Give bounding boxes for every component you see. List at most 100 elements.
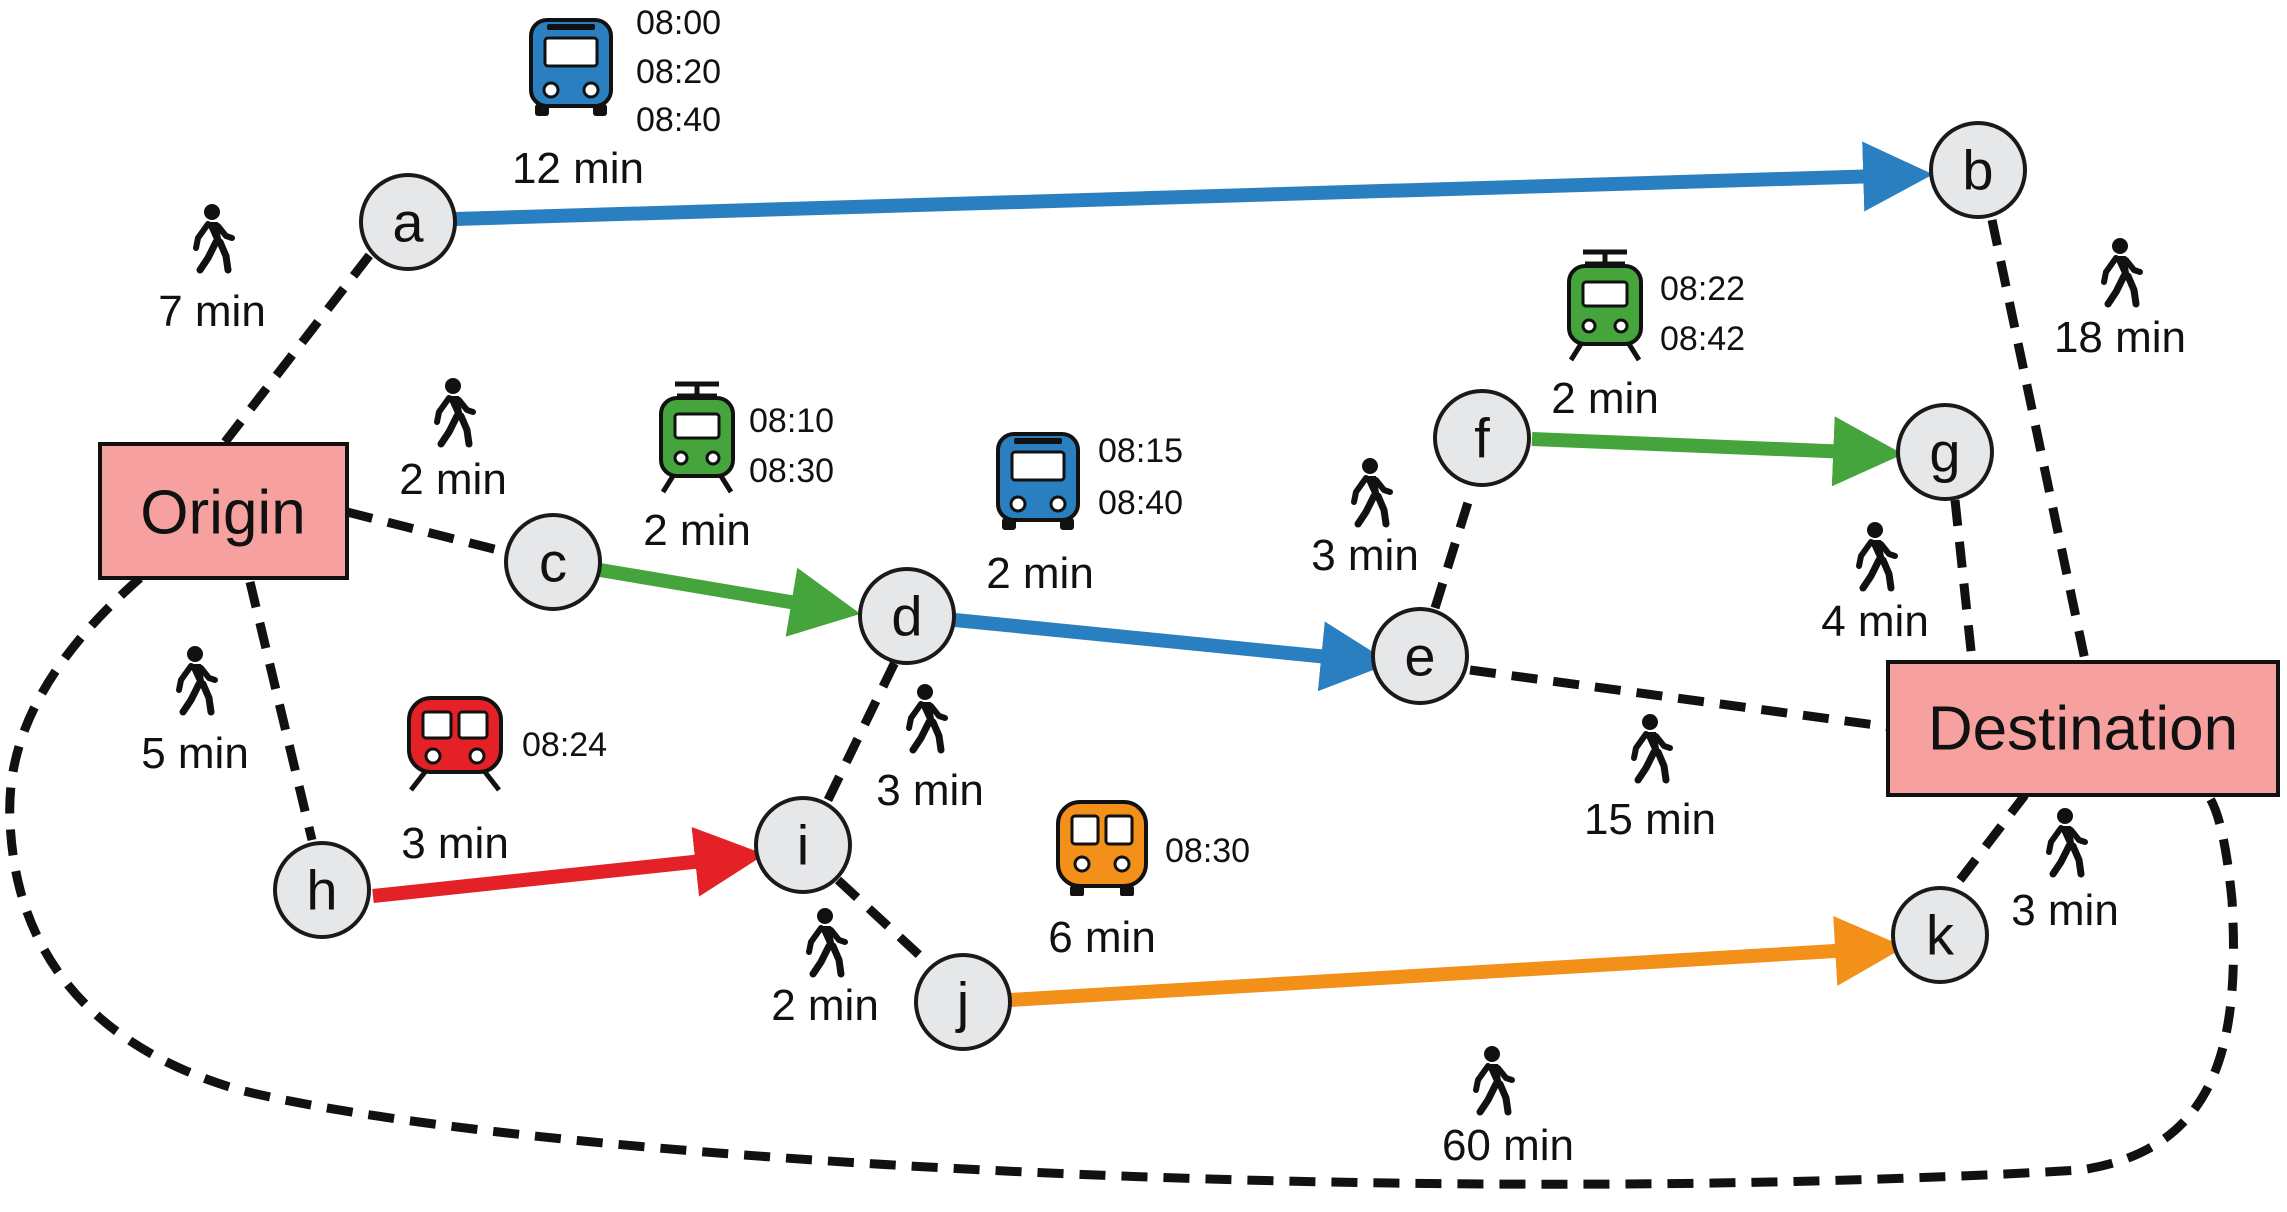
destination-label: Destination bbox=[1928, 695, 2238, 764]
walking-person-icon bbox=[1476, 1046, 1512, 1112]
bus-icon bbox=[529, 18, 613, 118]
walking-person-icon bbox=[437, 378, 473, 444]
walk-label-origin-destination: 60 min bbox=[1442, 1046, 1574, 1170]
node-d-label: d bbox=[891, 585, 922, 648]
node-b: b bbox=[1929, 121, 2027, 219]
walking-person-icon bbox=[2104, 238, 2140, 304]
line-label-f-g: 08:22 08:42 2 min bbox=[1551, 252, 1745, 423]
walking-person-icon bbox=[2049, 808, 2085, 874]
departure-time: 08:42 bbox=[1660, 320, 1745, 358]
walk-origin-a bbox=[221, 249, 376, 445]
train-line-j-k bbox=[1009, 916, 1906, 1007]
departure-time: 08:30 bbox=[1165, 832, 1250, 870]
node-f: f bbox=[1433, 389, 1531, 487]
walk-origin-c bbox=[345, 507, 512, 558]
walk-d-i bbox=[823, 660, 900, 802]
walk-label-i-j: 2 min bbox=[771, 908, 879, 1030]
train-icon bbox=[1056, 800, 1148, 898]
node-k-label: k bbox=[1926, 904, 1955, 967]
node-g-label: g bbox=[1929, 421, 1960, 484]
walking-person-icon bbox=[1354, 458, 1390, 524]
departure-time: 08:24 bbox=[522, 726, 607, 764]
node-i: i bbox=[754, 796, 852, 894]
walk-label-origin-a: 7 min bbox=[158, 204, 266, 336]
walk-label-origin-c: 2 min bbox=[399, 378, 507, 504]
walk-label-b-destination: 18 min bbox=[2054, 238, 2186, 362]
node-e: e bbox=[1371, 607, 1469, 705]
origin-label: Origin bbox=[140, 479, 305, 548]
node-e-label: e bbox=[1404, 625, 1435, 688]
node-i-label: i bbox=[797, 814, 809, 877]
walk-time: 3 min bbox=[2011, 886, 2119, 935]
walk-i-j bbox=[834, 876, 934, 969]
departure-time: 08:10 bbox=[749, 402, 834, 440]
ride-time: 3 min bbox=[401, 819, 509, 868]
walk-label-e-f: 3 min bbox=[1311, 458, 1419, 580]
walk-time: 3 min bbox=[1311, 531, 1419, 580]
walk-origin-destination bbox=[5, 574, 2238, 1189]
walking-person-icon bbox=[1859, 522, 1895, 588]
walking-person-icon bbox=[179, 646, 215, 712]
walk-time: 5 min bbox=[141, 729, 249, 778]
walk-label-g-destination: 4 min bbox=[1821, 522, 1929, 646]
ride-time: 2 min bbox=[643, 506, 751, 555]
tram-line-c-d bbox=[598, 563, 861, 637]
departure-time: 08:40 bbox=[636, 101, 721, 139]
walk-time: 15 min bbox=[1584, 795, 1716, 844]
node-j-label: j bbox=[955, 971, 969, 1034]
node-c: c bbox=[504, 513, 602, 611]
tram-line-f-g bbox=[1531, 416, 1904, 487]
ride-time: 2 min bbox=[1551, 374, 1659, 423]
walk-label-origin-h: 5 min bbox=[141, 646, 249, 778]
node-a: a bbox=[359, 173, 457, 271]
walking-person-icon bbox=[1634, 714, 1670, 780]
tram-icon bbox=[661, 384, 733, 492]
origin-box: Origin bbox=[98, 442, 349, 580]
ride-time: 12 min bbox=[512, 144, 644, 193]
departure-time: 08:20 bbox=[636, 53, 721, 91]
walk-b-destination bbox=[1987, 219, 2090, 661]
walk-g-destination bbox=[1950, 499, 1977, 661]
walking-person-icon bbox=[196, 204, 232, 270]
walk-label-d-i: 3 min bbox=[876, 684, 984, 815]
bus-line-d-e bbox=[954, 613, 1391, 692]
bus-icon bbox=[996, 432, 1080, 532]
walk-e-destination bbox=[1469, 665, 1891, 732]
walk-time: 7 min bbox=[158, 287, 266, 336]
node-d: d bbox=[858, 567, 956, 665]
walk-time: 4 min bbox=[1821, 597, 1929, 646]
node-a-label: a bbox=[392, 191, 424, 254]
walk-e-f bbox=[1430, 494, 1475, 610]
node-g: g bbox=[1896, 403, 1994, 501]
node-j: j bbox=[914, 953, 1012, 1051]
walk-time: 2 min bbox=[771, 981, 879, 1030]
tram-icon bbox=[1569, 252, 1641, 360]
node-c-label: c bbox=[539, 531, 567, 594]
departure-time: 08:15 bbox=[1098, 432, 1183, 470]
departure-time: 08:30 bbox=[749, 452, 834, 490]
walk-time: 3 min bbox=[876, 766, 984, 815]
node-h-label: h bbox=[306, 859, 337, 922]
departure-time: 08:22 bbox=[1660, 270, 1745, 308]
walk-label-k-destination: 3 min bbox=[2011, 808, 2119, 935]
walking-person-icon bbox=[809, 908, 845, 974]
walk-k-destination bbox=[1956, 792, 2029, 883]
walk-origin-h bbox=[245, 580, 317, 842]
node-h: h bbox=[273, 841, 371, 939]
metro-icon bbox=[409, 698, 501, 790]
node-f-label: f bbox=[1474, 407, 1490, 470]
departure-time: 08:40 bbox=[1098, 484, 1183, 522]
node-b-label: b bbox=[1962, 139, 1993, 202]
ride-time: 2 min bbox=[986, 549, 1094, 598]
line-label-d-e: 08:15 08:40 2 min bbox=[986, 432, 1183, 598]
departure-time: 08:00 bbox=[636, 4, 721, 42]
line-label-j-k: 08:30 6 min bbox=[1048, 800, 1250, 962]
walk-time: 18 min bbox=[2054, 313, 2186, 362]
walking-person-icon bbox=[909, 684, 945, 750]
metro-line-h-i bbox=[372, 826, 765, 903]
bus-line-a-b bbox=[454, 141, 1934, 226]
walk-time: 2 min bbox=[399, 455, 507, 504]
ride-time: 6 min bbox=[1048, 913, 1156, 962]
line-label-h-i: 08:24 3 min bbox=[401, 698, 607, 868]
